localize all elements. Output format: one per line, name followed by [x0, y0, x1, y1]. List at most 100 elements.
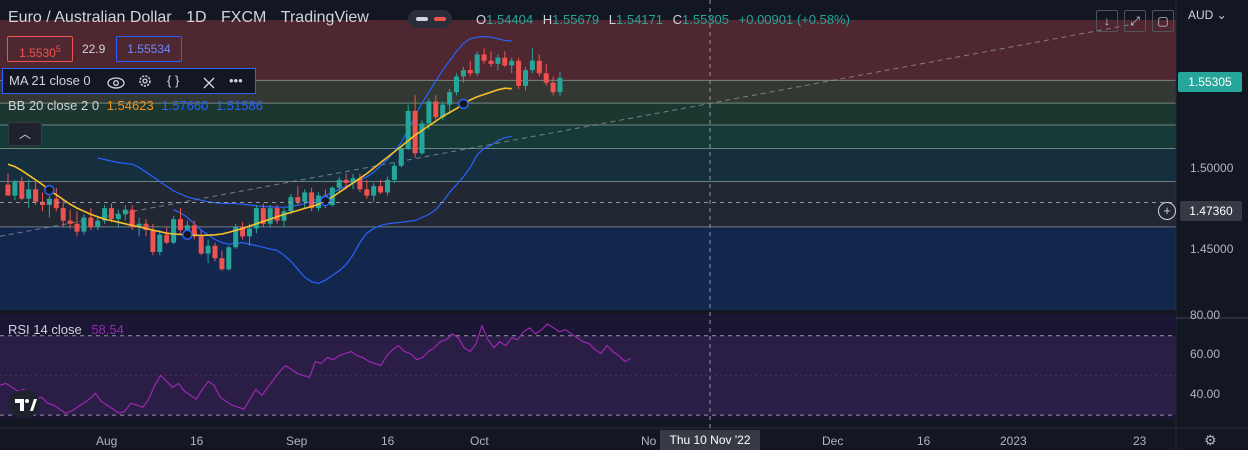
- candle-body: [281, 211, 287, 221]
- candle-body: [336, 179, 342, 188]
- change-value: +0.00901 (+0.58%): [738, 12, 850, 27]
- crosshair: [0, 0, 1176, 428]
- currency-selector[interactable]: AUD ⌄: [1188, 8, 1227, 22]
- gear-icon[interactable]: [137, 73, 153, 97]
- bb-label: BB 20 close 2 0: [8, 98, 100, 113]
- buy-button[interactable]: 1.55534: [116, 36, 182, 62]
- open-label: O: [476, 12, 487, 27]
- sell-price-pipette: 5: [55, 44, 61, 54]
- ma-marker: [44, 184, 55, 196]
- rsi-value: 58.54: [91, 322, 124, 337]
- rsi-tick: 80.00: [1190, 308, 1221, 322]
- candle-body: [523, 70, 528, 86]
- close-icon[interactable]: [202, 74, 216, 98]
- time-label: 16: [917, 434, 931, 448]
- arrow-down-icon[interactable]: ↓: [1096, 10, 1118, 32]
- candle-body: [136, 223, 142, 227]
- candle-body: [143, 223, 149, 231]
- candle-body: [557, 77, 563, 93]
- candle-body: [260, 208, 266, 224]
- trend-line: [0, 24, 1131, 237]
- bb-lower-value: 1.51586: [215, 98, 263, 113]
- candle-body: [129, 209, 135, 227]
- candle-body: [74, 223, 80, 232]
- candle-body: [398, 148, 404, 166]
- source-code-icon[interactable]: { }: [167, 73, 180, 88]
- fib-band: [0, 125, 1176, 149]
- bb-legend[interactable]: BB 20 close 2 0 1.54623 1.57660 1.51586: [8, 98, 263, 113]
- close-value: 1.55305: [682, 12, 730, 27]
- candle-body: [316, 195, 321, 209]
- candle-body: [433, 101, 439, 118]
- candle-body: [178, 219, 183, 231]
- candle-body: [295, 197, 301, 202]
- candle-body: [391, 165, 397, 180]
- ma-marker: [458, 98, 469, 110]
- current-price-tag: 1.55305: [1178, 72, 1242, 92]
- plus-icon[interactable]: +: [1158, 202, 1176, 220]
- bb-basis-value: 1.54623: [106, 98, 154, 113]
- eye-icon[interactable]: [107, 74, 125, 98]
- chevron-up-icon: ︿: [18, 127, 31, 141]
- rsi-legend[interactable]: RSI 14 close 58.54: [8, 322, 124, 337]
- fib-band: [0, 226, 1176, 310]
- ma21-line: [7, 87, 512, 237]
- restore-icon[interactable]: ▢: [1152, 10, 1174, 32]
- ma-legend[interactable]: MA 21 close 0 { } •••: [2, 68, 256, 94]
- candle-body: [412, 110, 418, 154]
- platform-label: TradingView: [280, 9, 369, 26]
- fib-band: [0, 181, 1176, 227]
- candle-body: [191, 225, 197, 237]
- settings-gear-icon[interactable]: ⚙: [1204, 432, 1217, 448]
- sell-price: 1.5530: [19, 46, 56, 60]
- low-label: L: [608, 12, 616, 27]
- candle-body: [502, 57, 508, 66]
- time-label: Sep: [286, 434, 308, 448]
- candle-body: [509, 60, 515, 66]
- more-icon[interactable]: •••: [229, 73, 243, 88]
- candle-body: [67, 220, 73, 224]
- bb-upper-value: 1.57660: [161, 98, 209, 113]
- candle-body: [516, 60, 522, 86]
- candle-body: [474, 54, 480, 74]
- candle-body: [495, 57, 501, 64]
- candle-body: [240, 226, 246, 237]
- ma-marker: [320, 195, 331, 207]
- high-value: 1.55679: [552, 12, 600, 27]
- fib-band: [0, 103, 1176, 126]
- candle-body: [150, 230, 156, 252]
- candle-body: [481, 54, 487, 61]
- symbol-name[interactable]: Euro / Australian Dollar: [8, 9, 172, 26]
- sell-button[interactable]: 1.55305: [7, 36, 73, 62]
- candle-body: [95, 220, 101, 227]
- tradingview-logo[interactable]: [8, 390, 40, 418]
- high-label: H: [542, 12, 553, 27]
- candle-body: [378, 186, 384, 193]
- rsi-pane: [0, 314, 1176, 419]
- candle-body: [219, 258, 225, 270]
- trend-line-segment: [0, 24, 1131, 237]
- candle-body: [53, 198, 59, 209]
- crosshair-price-tag: 1.47360: [1180, 201, 1242, 221]
- collapse-legend-button[interactable]: ︿: [8, 122, 42, 146]
- candle-body: [81, 217, 87, 232]
- candles: [5, 48, 563, 271]
- candle-body: [233, 226, 239, 248]
- candle-body: [157, 234, 163, 252]
- close-label: C: [672, 12, 683, 27]
- candle-body: [467, 70, 473, 74]
- fib-band: [0, 80, 1176, 104]
- fullscreen-icon[interactable]: ⤢: [1124, 10, 1146, 32]
- candle-body: [253, 208, 259, 229]
- candle-body: [454, 76, 459, 93]
- candle-body: [122, 209, 128, 215]
- candle-body: [385, 179, 390, 193]
- time-label: 16: [381, 434, 395, 448]
- candle-body: [198, 236, 204, 254]
- market-status-toggle[interactable]: [408, 10, 452, 28]
- interval-label[interactable]: 1D: [186, 9, 207, 26]
- candle-body: [226, 247, 232, 270]
- candle-body: [46, 198, 52, 205]
